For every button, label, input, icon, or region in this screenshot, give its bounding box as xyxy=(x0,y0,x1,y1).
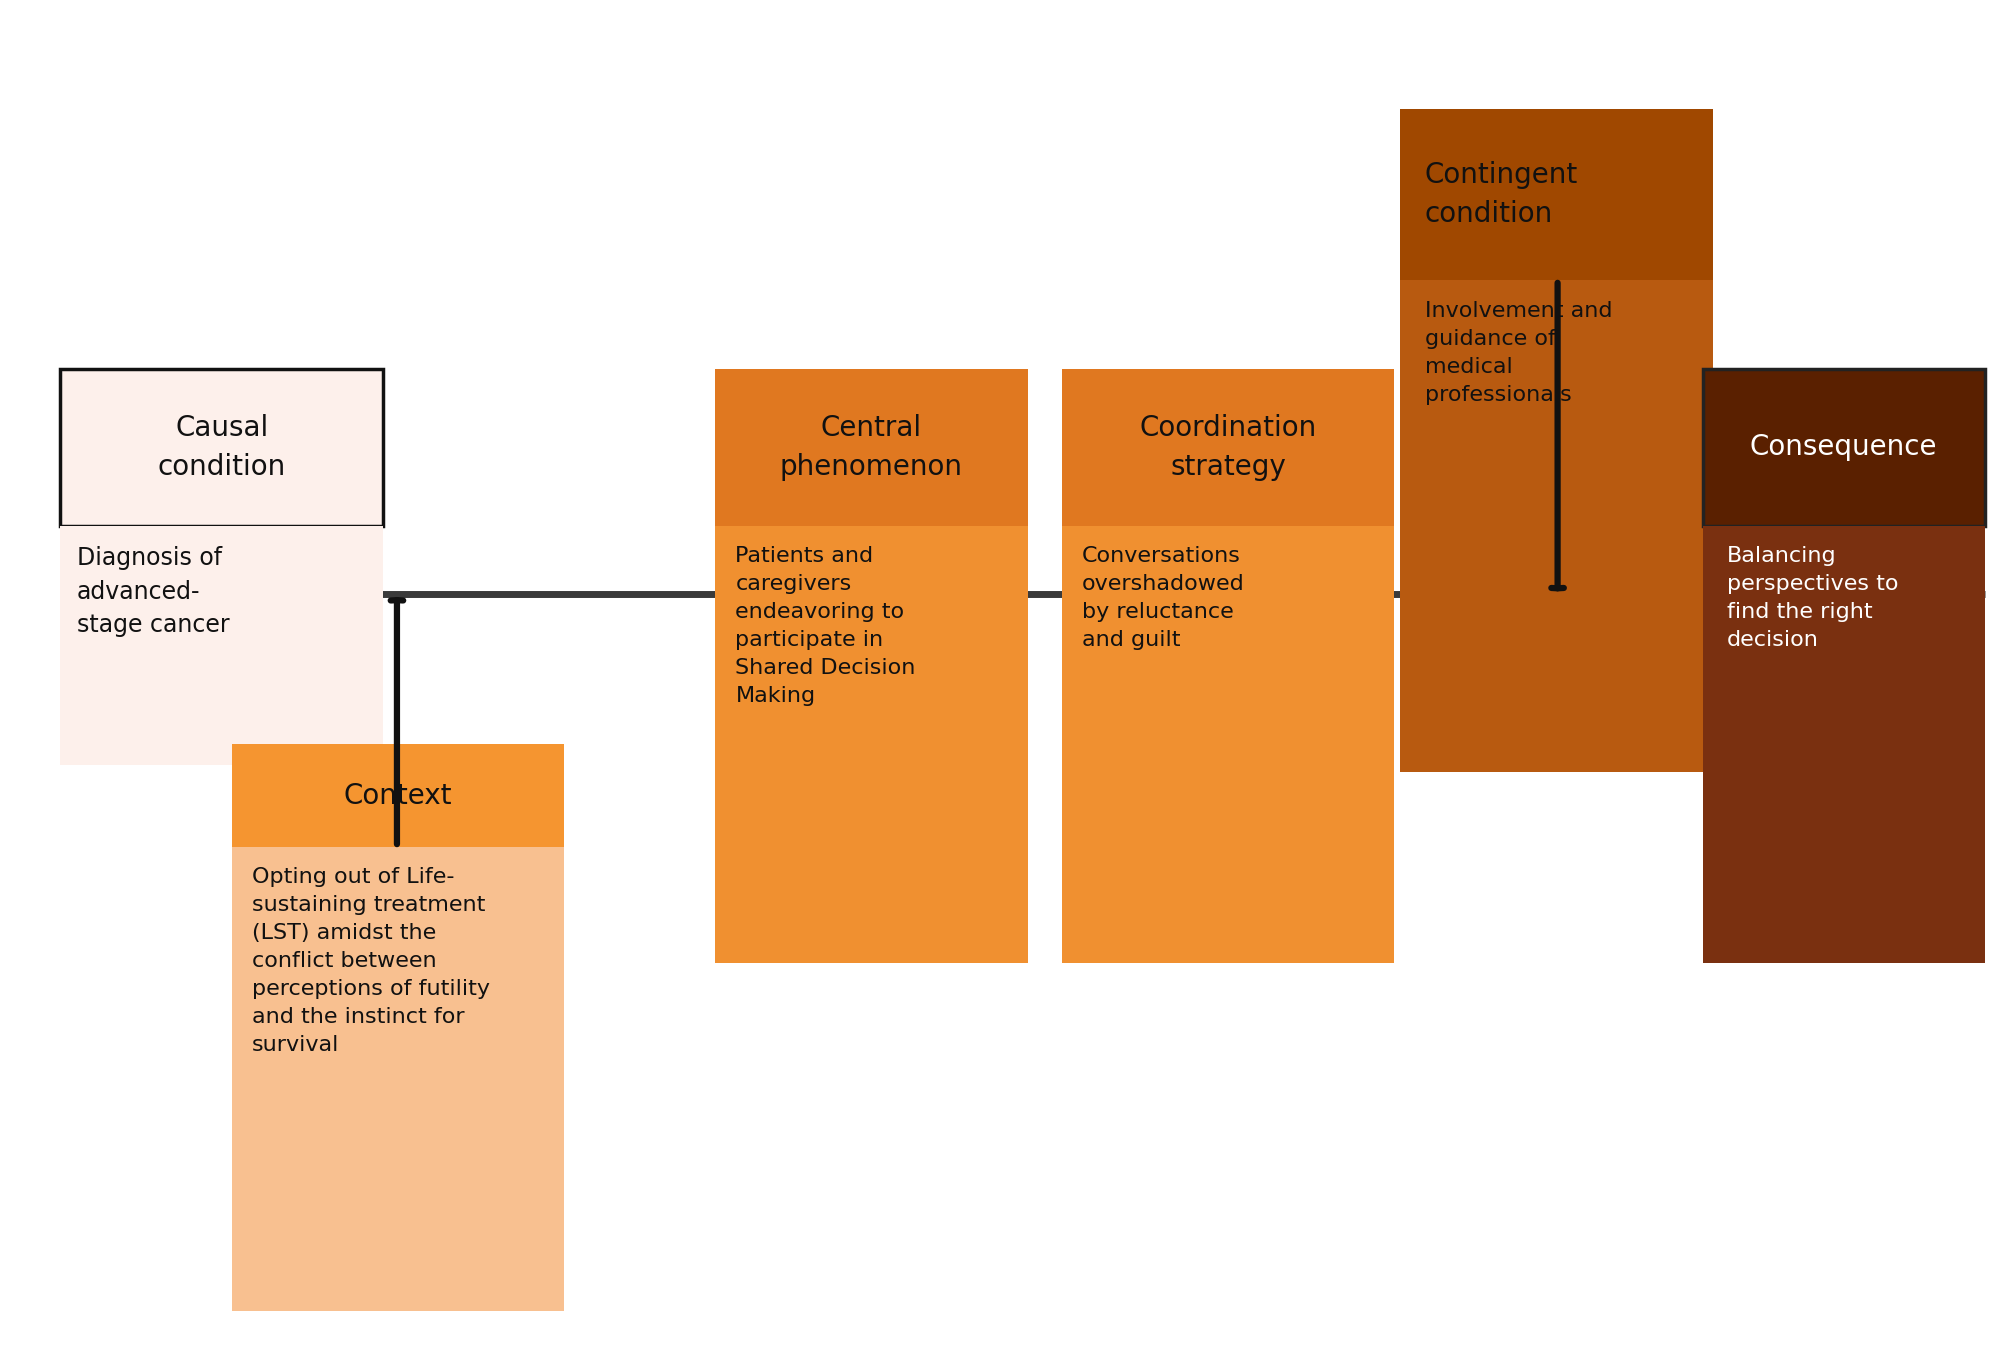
Text: Patients and
caregivers
endeavoring to
participate in
Shared Decision
Making: Patients and caregivers endeavoring to p… xyxy=(735,546,916,706)
FancyBboxPatch shape xyxy=(1061,526,1394,963)
FancyBboxPatch shape xyxy=(1702,526,1984,963)
Text: Central
phenomenon: Central phenomenon xyxy=(779,414,963,481)
Text: Conversations
overshadowed
by reluctance
and guilt: Conversations overshadowed by reluctance… xyxy=(1082,546,1245,650)
Text: Opting out of Life-
sustaining treatment
(LST) amidst the
conflict between
perce: Opting out of Life- sustaining treatment… xyxy=(252,867,489,1056)
Text: Causal
condition: Causal condition xyxy=(157,414,286,481)
FancyBboxPatch shape xyxy=(1061,369,1394,526)
FancyBboxPatch shape xyxy=(1400,109,1712,280)
Text: Context: Context xyxy=(344,781,451,810)
Text: Involvement and
guidance of
medical
professionals: Involvement and guidance of medical prof… xyxy=(1424,301,1611,404)
FancyBboxPatch shape xyxy=(232,847,564,1311)
Text: Coordination
strategy: Coordination strategy xyxy=(1140,414,1315,481)
FancyBboxPatch shape xyxy=(715,526,1027,963)
Text: Balancing
perspectives to
find the right
decision: Balancing perspectives to find the right… xyxy=(1726,546,1897,650)
FancyBboxPatch shape xyxy=(1702,369,1984,526)
Text: Contingent
condition: Contingent condition xyxy=(1424,161,1577,228)
FancyBboxPatch shape xyxy=(232,744,564,847)
FancyBboxPatch shape xyxy=(1400,280,1712,772)
FancyBboxPatch shape xyxy=(60,369,383,526)
Text: Diagnosis of
advanced-
stage cancer: Diagnosis of advanced- stage cancer xyxy=(77,546,230,638)
FancyBboxPatch shape xyxy=(715,369,1027,526)
Text: Consequence: Consequence xyxy=(1748,433,1937,462)
FancyBboxPatch shape xyxy=(60,526,383,765)
